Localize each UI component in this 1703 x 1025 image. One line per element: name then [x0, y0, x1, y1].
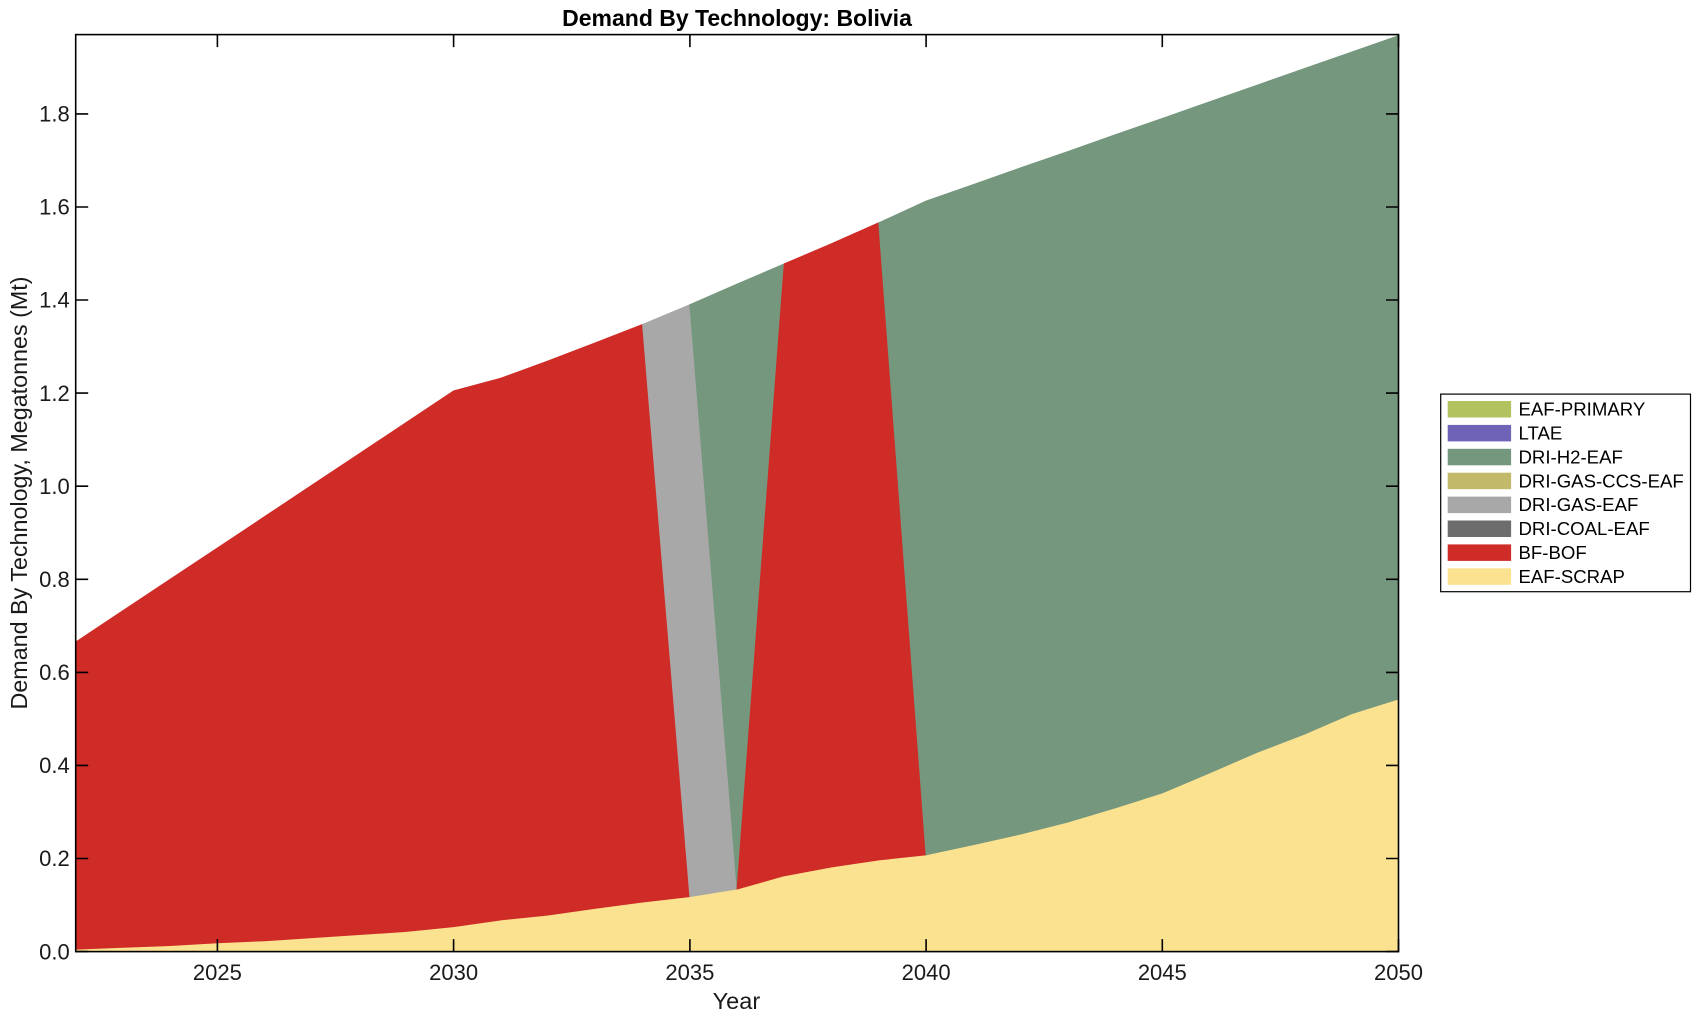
svg-text:2050: 2050	[1374, 960, 1423, 985]
svg-text:BF-BOF: BF-BOF	[1519, 542, 1587, 563]
svg-text:1.0: 1.0	[39, 474, 70, 499]
svg-text:2035: 2035	[665, 960, 714, 985]
svg-text:EAF-SCRAP: EAF-SCRAP	[1519, 566, 1625, 587]
svg-text:0.2: 0.2	[39, 846, 70, 871]
svg-text:2030: 2030	[429, 960, 478, 985]
svg-text:Demand By Technology, Megatonn: Demand By Technology, Megatonnes (Mt)	[6, 277, 32, 710]
svg-text:0.6: 0.6	[39, 660, 70, 685]
svg-text:0.0: 0.0	[39, 939, 70, 964]
svg-text:2025: 2025	[193, 960, 242, 985]
svg-text:DRI-GAS-EAF: DRI-GAS-EAF	[1519, 494, 1639, 515]
svg-text:1.6: 1.6	[39, 195, 70, 220]
svg-text:DRI-GAS-CCS-EAF: DRI-GAS-CCS-EAF	[1519, 470, 1684, 491]
svg-text:Year: Year	[713, 988, 761, 1014]
svg-text:LTAE: LTAE	[1519, 423, 1563, 444]
svg-text:DRI-H2-EAF: DRI-H2-EAF	[1519, 446, 1623, 467]
svg-text:0.4: 0.4	[39, 753, 70, 778]
svg-text:Demand By Technology: Bolivia: Demand By Technology: Bolivia	[562, 5, 912, 31]
svg-text:EAF-PRIMARY: EAF-PRIMARY	[1519, 399, 1646, 420]
svg-text:0.8: 0.8	[39, 567, 70, 592]
svg-text:1.8: 1.8	[39, 102, 70, 127]
svg-text:1.4: 1.4	[39, 288, 70, 313]
svg-text:2045: 2045	[1138, 960, 1187, 985]
svg-text:1.2: 1.2	[39, 381, 70, 406]
svg-text:DRI-COAL-EAF: DRI-COAL-EAF	[1519, 518, 1650, 539]
svg-text:2040: 2040	[902, 960, 951, 985]
